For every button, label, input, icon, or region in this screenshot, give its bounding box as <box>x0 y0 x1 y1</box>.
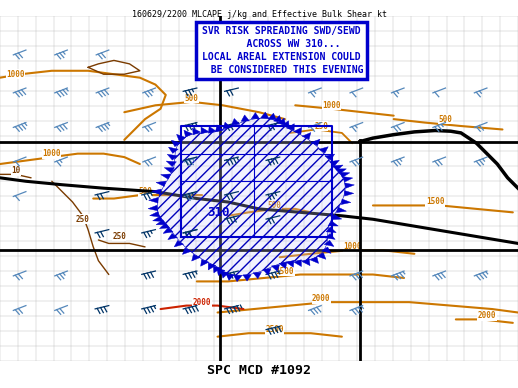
Polygon shape <box>164 168 175 173</box>
Polygon shape <box>302 133 311 139</box>
Polygon shape <box>163 227 173 234</box>
Text: 250: 250 <box>76 215 90 224</box>
Polygon shape <box>302 259 310 266</box>
Text: 1000: 1000 <box>6 70 25 79</box>
Polygon shape <box>192 128 200 135</box>
Polygon shape <box>243 275 251 281</box>
Text: 10: 10 <box>11 166 20 175</box>
Polygon shape <box>226 274 234 281</box>
Text: SPC MCD #1092: SPC MCD #1092 <box>207 364 311 377</box>
Text: SVR RISK SPREADING SWD/SEWD
    ACROSS WW 310...
LOCAL AREAL EXTENSION COULD
  B: SVR RISK SPREADING SWD/SEWD ACROSS WW 31… <box>199 26 364 76</box>
Text: 500: 500 <box>439 114 452 124</box>
Text: 1000: 1000 <box>343 242 362 251</box>
Polygon shape <box>261 112 269 118</box>
Polygon shape <box>241 115 249 121</box>
Polygon shape <box>150 211 160 217</box>
Polygon shape <box>336 207 347 213</box>
Text: 2000: 2000 <box>193 298 211 307</box>
Polygon shape <box>148 205 158 211</box>
Polygon shape <box>156 181 166 187</box>
Polygon shape <box>251 113 260 119</box>
Text: 310: 310 <box>207 206 229 219</box>
Text: 1000: 1000 <box>322 101 341 110</box>
Polygon shape <box>329 160 339 166</box>
Polygon shape <box>341 199 351 204</box>
Polygon shape <box>340 172 350 177</box>
Polygon shape <box>167 154 177 160</box>
Polygon shape <box>286 124 294 130</box>
Polygon shape <box>168 234 178 239</box>
Text: 250: 250 <box>112 232 126 241</box>
Polygon shape <box>325 154 335 160</box>
Polygon shape <box>201 127 209 134</box>
Polygon shape <box>324 240 334 246</box>
Text: 500: 500 <box>268 201 281 210</box>
Polygon shape <box>317 253 326 259</box>
Polygon shape <box>294 260 301 267</box>
Text: 160629/2200 MLCAPE j/kg and Effective Bulk Shear kt: 160629/2200 MLCAPE j/kg and Effective Bu… <box>132 10 386 19</box>
Polygon shape <box>156 220 166 225</box>
Polygon shape <box>253 272 262 279</box>
Polygon shape <box>161 174 171 179</box>
Polygon shape <box>215 125 223 132</box>
Polygon shape <box>213 266 221 273</box>
Polygon shape <box>182 248 192 255</box>
Polygon shape <box>234 275 242 282</box>
Polygon shape <box>221 272 229 278</box>
Text: 1000: 1000 <box>42 149 61 158</box>
Polygon shape <box>149 197 158 203</box>
Polygon shape <box>344 183 354 188</box>
Polygon shape <box>166 161 177 166</box>
Text: 1500: 1500 <box>276 267 294 275</box>
Polygon shape <box>168 147 178 153</box>
Polygon shape <box>274 116 282 122</box>
Polygon shape <box>310 257 319 263</box>
Text: 500: 500 <box>185 94 198 103</box>
Polygon shape <box>343 177 353 182</box>
Polygon shape <box>325 234 335 239</box>
Polygon shape <box>294 127 302 134</box>
Polygon shape <box>319 147 328 153</box>
Polygon shape <box>157 118 345 275</box>
Text: 2000: 2000 <box>312 294 330 303</box>
Polygon shape <box>286 260 294 267</box>
Polygon shape <box>271 265 280 272</box>
Polygon shape <box>152 189 161 195</box>
Polygon shape <box>223 122 231 129</box>
Polygon shape <box>208 263 216 270</box>
Polygon shape <box>208 126 216 133</box>
Polygon shape <box>153 216 163 222</box>
Polygon shape <box>200 260 209 266</box>
Polygon shape <box>344 191 354 196</box>
Polygon shape <box>279 262 287 269</box>
Polygon shape <box>192 255 200 261</box>
Polygon shape <box>232 118 240 125</box>
Polygon shape <box>328 221 338 226</box>
Text: 2000: 2000 <box>478 312 496 320</box>
Polygon shape <box>263 268 271 275</box>
Polygon shape <box>332 215 342 220</box>
Polygon shape <box>160 223 169 229</box>
Polygon shape <box>326 227 336 232</box>
Polygon shape <box>184 130 193 137</box>
Polygon shape <box>281 121 289 128</box>
Text: 500: 500 <box>138 187 152 196</box>
Text: 250: 250 <box>314 121 328 130</box>
Polygon shape <box>217 269 225 275</box>
Text: 2500: 2500 <box>265 325 284 334</box>
Polygon shape <box>171 140 181 147</box>
Polygon shape <box>336 169 347 174</box>
Polygon shape <box>311 139 320 146</box>
Polygon shape <box>333 165 343 171</box>
Polygon shape <box>174 241 183 247</box>
Polygon shape <box>177 134 185 141</box>
Polygon shape <box>322 247 331 253</box>
Polygon shape <box>278 118 285 125</box>
Polygon shape <box>268 113 276 120</box>
Text: 1500: 1500 <box>426 197 444 206</box>
